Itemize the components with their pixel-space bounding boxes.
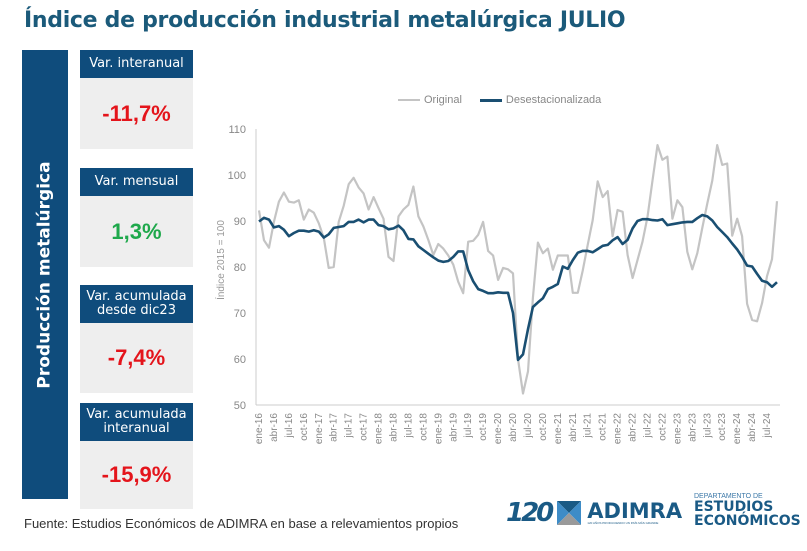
y-tick-label: 80 <box>234 262 246 274</box>
stat-card-value: -7,4% <box>80 323 193 393</box>
x-tick-label: jul-16 <box>284 413 295 439</box>
series-line-desestacionalizada <box>258 213 778 362</box>
chart-legend: Original Desestacionalizada <box>398 94 601 106</box>
y-tick-label: 110 <box>228 124 246 136</box>
x-tick-label: jul-18 <box>403 413 414 439</box>
y-tick-label: 100 <box>228 170 246 182</box>
x-tick-label: ene-16 <box>254 413 265 445</box>
stat-card-acumulada-dic23: Var. acumulada desde dic23 -7,4% <box>80 285 193 393</box>
x-tick-label: oct-18 <box>418 413 429 441</box>
x-tick-label: ene-23 <box>672 413 683 445</box>
x-tick-label: abr-22 <box>628 413 639 442</box>
x-tick-label: abr-24 <box>747 413 758 442</box>
y-tick-label: 70 <box>234 308 246 320</box>
legend-item-desestacionalizada: Desestacionalizada <box>479 94 602 106</box>
x-tick-label: abr-20 <box>508 413 519 442</box>
stat-card-label: Var. acumulada desde dic23 <box>80 285 193 323</box>
x-tick-label: ene-18 <box>374 413 385 445</box>
stat-card-acumulada-interanual: Var. acumulada interanual -15,9% <box>80 403 193 509</box>
stat-card-mensual: Var. mensual 1,3% <box>80 168 193 267</box>
adimra-logo: 120 ADIMRA 120 AÑOS PRODUCIENDO UN PAÍS … <box>506 498 682 528</box>
x-tick-label: ene-22 <box>613 413 624 445</box>
x-tick-label: ene-19 <box>433 413 444 445</box>
anniversary-logo-text: 120 <box>506 498 554 528</box>
series-lines <box>257 144 779 395</box>
legend-label-original: Original <box>424 94 462 106</box>
dept-logo: DEPARTAMENTO DE ESTUDIOS ECONÓMICOS <box>694 493 801 528</box>
x-tick-label: ene-21 <box>553 413 564 445</box>
x-tick-label: oct-20 <box>538 413 549 441</box>
line-chart: Índice 2015 = 100 50 60 70 80 90 100 110 ene-1… <box>214 124 780 445</box>
x-tick-label: jul-19 <box>463 413 474 439</box>
x-tick-labels: ene-16 abr-16 jul-16 oct-16 ene-17 abr-17 jul-… <box>254 413 773 445</box>
x-tick-label: abr-18 <box>388 413 399 442</box>
x-tick-label: ene-17 <box>314 413 325 445</box>
x-tick-label: jul-23 <box>702 413 713 439</box>
x-tick-label: jul-17 <box>344 413 355 439</box>
stat-card-value: -11,7% <box>80 78 193 149</box>
legend-label-desestacionalizada: Desestacionalizada <box>505 94 602 106</box>
dept-logo-line2: ECONÓMICOS <box>694 513 801 529</box>
y-axis-title: Índice 2015 = 100 <box>214 220 227 300</box>
y-tick-label: 90 <box>234 216 246 228</box>
x-tick-label: abr-17 <box>329 413 340 442</box>
y-tick-labels: 50 60 70 80 90 100 110 <box>228 124 246 412</box>
x-tick-label: jul-21 <box>583 413 594 439</box>
x-tick-label: ene-24 <box>732 413 743 445</box>
source-note: Fuente: Estudios Económicos de ADIMRA en… <box>24 516 459 531</box>
x-tick-label: abr-19 <box>448 413 459 442</box>
x-tick-label: abr-16 <box>269 413 280 442</box>
dept-logo-small: DEPARTAMENTO DE <box>694 493 763 500</box>
legend-swatch-original <box>398 99 420 101</box>
x-tick-label: abr-21 <box>568 413 579 442</box>
y-tick-label: 50 <box>234 400 246 412</box>
page-title: Índice de producción industrial metalúrg… <box>24 8 626 33</box>
adimra-mark-icon <box>557 501 582 525</box>
y-tick-label: 60 <box>234 354 246 366</box>
x-tick-label: oct-17 <box>359 413 370 441</box>
stat-card-label: Var. interanual <box>80 50 193 78</box>
side-banner: Producción metalúrgica <box>22 50 68 499</box>
x-tick-label: oct-22 <box>657 413 668 441</box>
stat-card-label: Var. mensual <box>80 168 193 196</box>
stat-card-value: -15,9% <box>80 441 193 509</box>
legend-item-original: Original <box>398 94 462 106</box>
x-tick-label: oct-23 <box>717 413 728 441</box>
stat-card-label: Var. acumulada interanual <box>80 403 193 441</box>
adimra-tagline: 120 AÑOS PRODUCIENDO UN PAÍS MÁS GRANDE <box>587 521 659 525</box>
x-tick-label: oct-19 <box>478 413 489 441</box>
x-tick-label: abr-23 <box>687 413 698 442</box>
stat-card-interanual: Var. interanual -11,7% <box>80 50 193 149</box>
dept-logo-line1: ESTUDIOS <box>694 499 774 515</box>
legend-swatch-desestacionalizada <box>479 98 502 102</box>
x-tick-label: jul-22 <box>643 413 654 439</box>
adimra-logo-text: ADIMRA <box>587 499 683 523</box>
x-tick-label: ene-20 <box>493 413 504 445</box>
x-tick-label: jul-20 <box>523 413 534 439</box>
stat-card-value: 1,3% <box>80 196 193 267</box>
x-tick-label: oct-16 <box>299 413 310 441</box>
x-tick-label: jul-24 <box>762 413 773 439</box>
x-tick-label: oct-21 <box>598 413 609 441</box>
